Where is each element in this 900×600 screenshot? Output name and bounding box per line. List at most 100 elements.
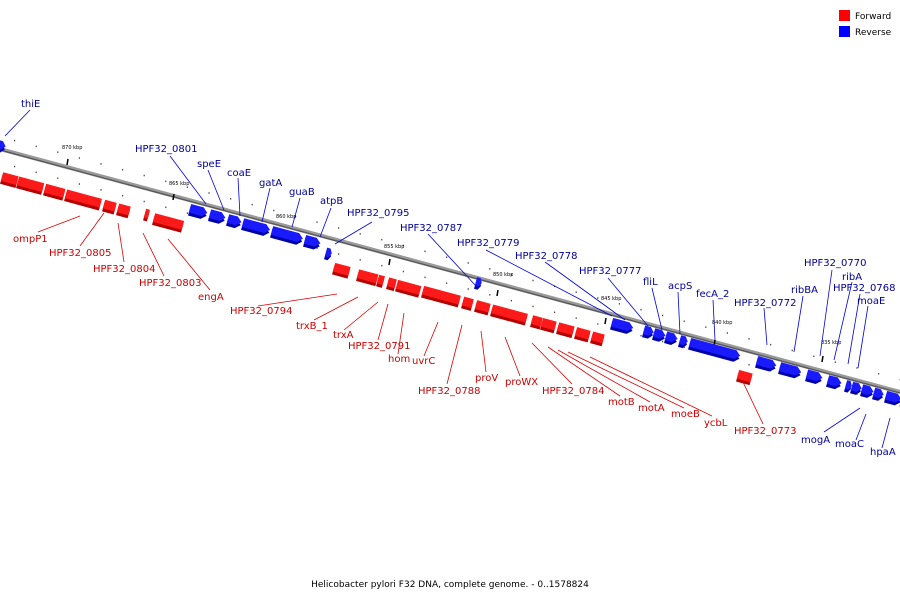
- forward-gene-feature[interactable]: [530, 315, 543, 330]
- gene-label-acpS[interactable]: acpS: [668, 281, 692, 292]
- gene-label-fliL[interactable]: fliL: [643, 277, 658, 288]
- reverse-gene-feature[interactable]: [805, 369, 824, 386]
- gene-label-hpf32-0791[interactable]: HPF32_0791: [348, 341, 410, 352]
- forward-gene-feature[interactable]: [461, 296, 474, 311]
- reverse-gene-feature[interactable]: [0, 139, 7, 154]
- minor-tick: [813, 355, 815, 358]
- forward-gene-feature[interactable]: [540, 317, 557, 334]
- reverse-gene-feature[interactable]: [884, 390, 900, 407]
- forward-gene-feature[interactable]: [356, 269, 379, 287]
- reverse-gene-feature[interactable]: [324, 247, 333, 261]
- forward-gene-feature[interactable]: [102, 199, 117, 215]
- gene-label-hpf32-0803[interactable]: HPF32_0803: [139, 278, 201, 289]
- gene-label-guaB[interactable]: guaB: [289, 187, 315, 198]
- gene-label-thiE[interactable]: thiE: [21, 99, 40, 110]
- minor-tick: [662, 340, 664, 343]
- gene-label-hpf32-0773[interactable]: HPF32_0773: [734, 426, 796, 437]
- reverse-gene-feature[interactable]: [241, 218, 271, 237]
- gene-label-proWX[interactable]: proWX: [505, 377, 538, 388]
- gene-label-moaC[interactable]: moaC: [835, 439, 864, 450]
- forward-gene-feature[interactable]: [64, 189, 102, 211]
- gene-label-moaE[interactable]: moaE: [857, 296, 885, 307]
- forward-gene-feature[interactable]: [490, 304, 528, 326]
- reverse-gene-feature[interactable]: [610, 317, 634, 335]
- gene-label-hom[interactable]: hom: [388, 354, 410, 365]
- reverse-gene-feature[interactable]: [270, 226, 304, 246]
- gene-label-hpf32-0804[interactable]: HPF32_0804: [93, 264, 155, 275]
- gene-label-trxA[interactable]: trxA: [333, 330, 354, 341]
- gene-label-proV[interactable]: proV: [475, 373, 498, 384]
- gene-label-hpf32-0772[interactable]: HPF32_0772: [734, 298, 796, 309]
- gene-label-coaE[interactable]: coaE: [227, 168, 251, 179]
- gene-label-uvrC[interactable]: uvrC: [412, 356, 435, 367]
- gene-label-speE[interactable]: speE: [197, 159, 221, 170]
- forward-gene-feature[interactable]: [43, 183, 66, 201]
- forward-gene-feature[interactable]: [590, 331, 605, 347]
- reverse-gene-feature[interactable]: [188, 203, 209, 220]
- reverse-gene-feature[interactable]: [826, 375, 843, 390]
- minor-tick: [14, 165, 16, 168]
- minor-tick: [100, 189, 102, 191]
- gene-label-hpf32-0805[interactable]: HPF32_0805: [49, 248, 111, 259]
- gene-label-hpf32-0770[interactable]: HPF32_0770: [804, 258, 866, 269]
- reverse-gene-feature[interactable]: [688, 337, 741, 363]
- gene-label-motA[interactable]: motA: [638, 403, 665, 414]
- forward-gene-feature[interactable]: [152, 213, 185, 233]
- minor-tick: [640, 334, 642, 337]
- gene-label-hpf32-0768[interactable]: HPF32_0768: [833, 283, 895, 294]
- reverse-gene-feature[interactable]: [860, 384, 875, 399]
- gene-label-hpf32-0778[interactable]: HPF32_0778: [515, 251, 577, 262]
- reverse-gene-feature[interactable]: [664, 331, 679, 346]
- gene-label-hpf32-0777[interactable]: HPF32_0777: [579, 266, 641, 277]
- forward-gene-feature[interactable]: [474, 300, 491, 316]
- forward-gene-feature[interactable]: [0, 172, 19, 188]
- gene-label-motB[interactable]: motB: [608, 397, 635, 408]
- forward-gene-feature[interactable]: [332, 262, 351, 279]
- gene-label-hpf32-0784[interactable]: HPF32_0784: [542, 386, 604, 397]
- gene-label-ompP1[interactable]: ompP1: [13, 234, 48, 245]
- reverse-gene-feature[interactable]: [850, 381, 863, 396]
- gene-label-hpf32-0788[interactable]: HPF32_0788: [418, 386, 480, 397]
- gene-label-hpf32-0795[interactable]: HPF32_0795: [347, 208, 409, 219]
- reverse-gene-feature[interactable]: [778, 362, 802, 379]
- reverse-gene-feature[interactable]: [642, 325, 655, 340]
- forward-gene-feature[interactable]: [143, 208, 151, 222]
- gene-label-ribA[interactable]: ribA: [842, 272, 862, 283]
- minor-tick: [359, 259, 361, 261]
- gene-label-mogA[interactable]: mogA: [801, 435, 830, 446]
- gene-label-atpB[interactable]: atpB: [320, 196, 343, 207]
- reverse-gene-feature[interactable]: [755, 356, 777, 373]
- legend: Forward Reverse: [839, 10, 892, 38]
- forward-gene-feature[interactable]: [16, 176, 45, 195]
- gene-label-hpf32-0787[interactable]: HPF32_0787: [400, 223, 462, 234]
- forward-gene-feature[interactable]: [116, 203, 131, 219]
- reverse-gene-feature[interactable]: [678, 335, 689, 349]
- forward-gene-feature[interactable]: [395, 279, 422, 298]
- gene-label-hpf32-0779[interactable]: HPF32_0779: [457, 238, 519, 249]
- forward-gene-feature[interactable]: [736, 369, 753, 386]
- forward-gene-feature[interactable]: [421, 285, 461, 308]
- minor-tick: [575, 291, 577, 293]
- gene-label-ycbL[interactable]: ycbL: [704, 418, 728, 429]
- forward-gene-feature[interactable]: [574, 327, 591, 343]
- reverse-gene-feature[interactable]: [208, 209, 227, 225]
- gene-label-fecA-2[interactable]: fecA_2: [696, 289, 729, 300]
- gene-label-moeB[interactable]: moeB: [671, 409, 700, 420]
- forward-gene-feature[interactable]: [556, 322, 575, 339]
- gene-label-engA[interactable]: engA: [198, 292, 224, 303]
- forward-gene-feature[interactable]: [376, 274, 385, 288]
- reverse-gene-feature[interactable]: [872, 387, 885, 402]
- reverse-gene-feature[interactable]: [303, 235, 322, 251]
- gene-label-hpf32-0801[interactable]: HPF32_0801: [135, 144, 197, 155]
- forward-gene-feature[interactable]: [386, 277, 397, 292]
- reverse-gene-feature[interactable]: [474, 277, 483, 290]
- gene-label-trxB-1[interactable]: trxB_1: [296, 321, 328, 332]
- minor-tick: [597, 323, 599, 325]
- reverse-gene-feature[interactable]: [652, 328, 667, 343]
- gene-label-gatA[interactable]: gatA: [259, 178, 282, 189]
- gene-label-ribBA[interactable]: ribBA: [791, 285, 818, 296]
- gene-label-hpf32-0794[interactable]: HPF32_0794: [230, 306, 292, 317]
- reverse-gene-feature[interactable]: [226, 214, 243, 229]
- gene-label-hpaA[interactable]: hpaA: [870, 447, 896, 458]
- reverse-gene-feature[interactable]: [844, 380, 853, 393]
